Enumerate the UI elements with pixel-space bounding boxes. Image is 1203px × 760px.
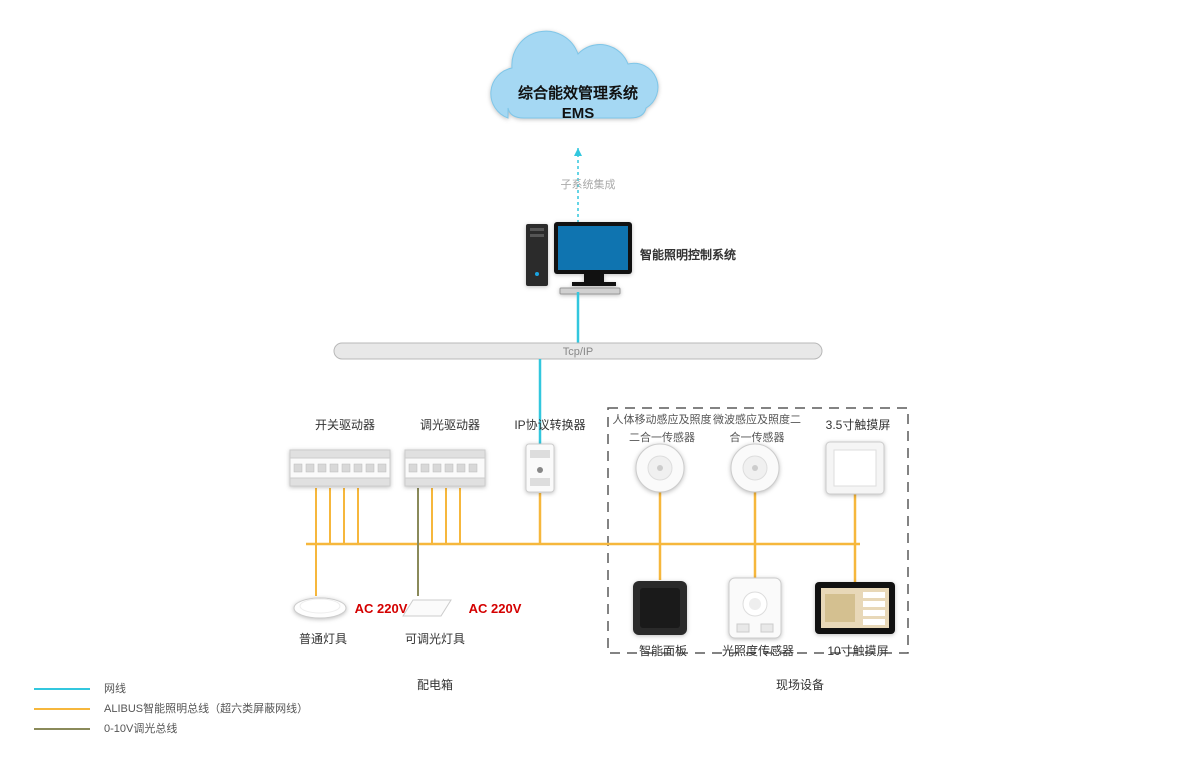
link-label: 子系统集成 [548, 175, 628, 193]
field-section-label: 现场设备 [760, 676, 840, 694]
ip-conv-label: IP协议转换器 [500, 416, 600, 434]
legend-row: 0-10V调光总线 [34, 720, 177, 736]
svg-text:EMS: EMS [562, 105, 595, 122]
ac1-label: AC 220V [346, 600, 416, 618]
sensor1-label: 人体移动感应及照度二合一传感器 [612, 410, 712, 446]
svg-text:Tcp/IP: Tcp/IP [563, 346, 594, 358]
lamp1-label: 普通灯具 [288, 630, 358, 648]
lux-label: 光照度传感器 [718, 642, 798, 660]
legend-row: 网线 [34, 680, 126, 696]
lamp2-label: 可调光灯具 [395, 630, 475, 648]
svg-text:综合能效管理系统: 综合能效管理系统 [518, 84, 638, 102]
pc-label: 智能照明控制系统 [640, 246, 800, 264]
sensor2-label: 微波感应及照度二合一传感器 [710, 410, 804, 446]
switch-drv-label: 开关驱动器 [300, 416, 390, 434]
touch10-label: 10寸触摸屏 [818, 642, 898, 660]
ac2-label: AC 220V [460, 600, 530, 618]
touch35-label: 3.5寸触摸屏 [818, 416, 898, 434]
dim-drv-label: 调光驱动器 [405, 416, 495, 434]
legend-row: ALIBUS智能照明总线（超六类屏蔽网线） [34, 700, 308, 716]
dbox-section-label: 配电箱 [400, 676, 470, 694]
panel-label: 智能面板 [628, 642, 698, 660]
